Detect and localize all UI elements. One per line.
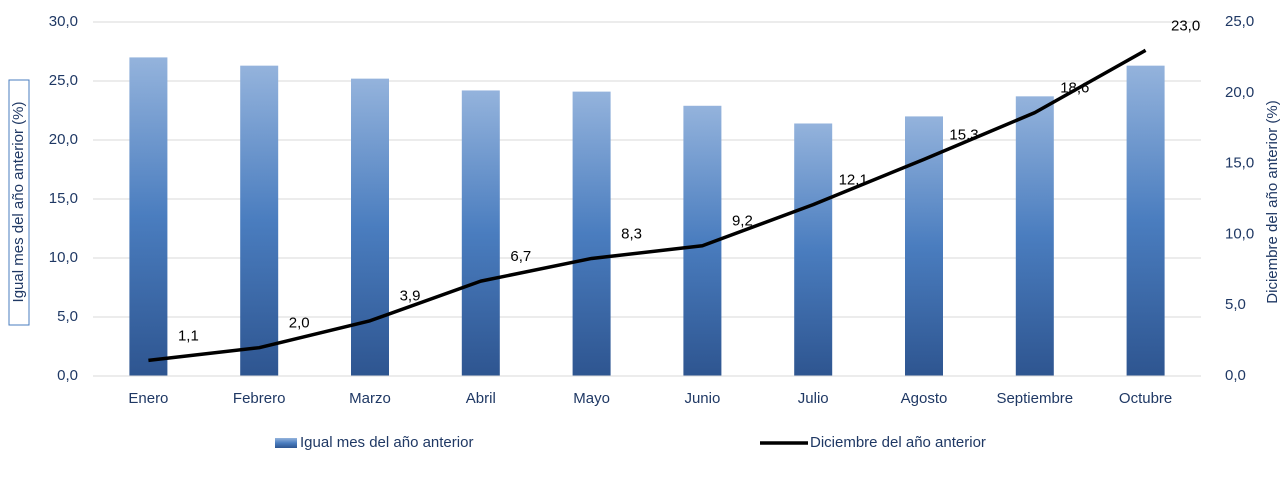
- x-tick-label: Mayo: [573, 390, 610, 407]
- x-tick-label: Octubre: [1119, 390, 1172, 407]
- y-tick-label: 5,0: [57, 308, 78, 325]
- x-tick-label: Septiembre: [996, 390, 1073, 407]
- y2-tick-label: 0,0: [1225, 367, 1246, 384]
- bar: [1126, 65, 1165, 376]
- legend-label: Diciembre del año anterior: [810, 434, 986, 451]
- y2-tick-label: 25,0: [1225, 13, 1254, 30]
- y2-tick-label: 20,0: [1225, 84, 1254, 101]
- legend-label: Igual mes del año anterior: [300, 434, 473, 451]
- line: [148, 48, 1147, 363]
- y2-tick-label: 10,0: [1225, 225, 1254, 242]
- data-label: 15,3: [949, 126, 978, 143]
- bar: [461, 90, 500, 376]
- x-tick-label: Enero: [128, 390, 168, 407]
- y-tick-label: 25,0: [49, 72, 78, 89]
- y-tick-label: 30,0: [49, 13, 78, 30]
- x-tick-label: Julio: [798, 390, 829, 407]
- data-label: 12,1: [839, 172, 868, 189]
- data-label: 23,0: [1171, 17, 1200, 34]
- y-title-box: [8, 79, 30, 326]
- x-tick-label: Junio: [684, 390, 720, 407]
- x-tick-label: Abril: [466, 390, 496, 407]
- x-tick-label: Febrero: [233, 390, 286, 407]
- y-tick-label: 15,0: [49, 190, 78, 207]
- y-tick-label: 20,0: [49, 131, 78, 148]
- y2-tick-label: 15,0: [1225, 155, 1254, 172]
- y-axis-title: Igual mes del año anterior (%): [10, 102, 27, 303]
- data-label: 2,0: [289, 315, 310, 332]
- data-label: 9,2: [732, 213, 753, 230]
- y-tick-label: 10,0: [49, 249, 78, 266]
- bar: [1015, 96, 1054, 376]
- y2-tick-label: 5,0: [1225, 296, 1246, 313]
- bar: [351, 78, 389, 376]
- data-label: 18,6: [1060, 80, 1089, 97]
- x-tick-label: Marzo: [349, 390, 391, 407]
- data-label: 1,1: [178, 327, 199, 344]
- data-label: 6,7: [510, 248, 531, 265]
- y-tick-label: 0,0: [57, 367, 78, 384]
- bar: [129, 57, 168, 377]
- bar: [240, 65, 279, 376]
- x-tick-label: Agosto: [901, 390, 948, 407]
- bar: [794, 123, 833, 376]
- bar: [572, 91, 611, 377]
- data-label: 3,9: [400, 288, 421, 305]
- legend-swatch: [275, 438, 297, 448]
- data-label: 8,3: [621, 225, 642, 242]
- y2-axis-title: Diciembre del año anterior (%): [1264, 100, 1281, 303]
